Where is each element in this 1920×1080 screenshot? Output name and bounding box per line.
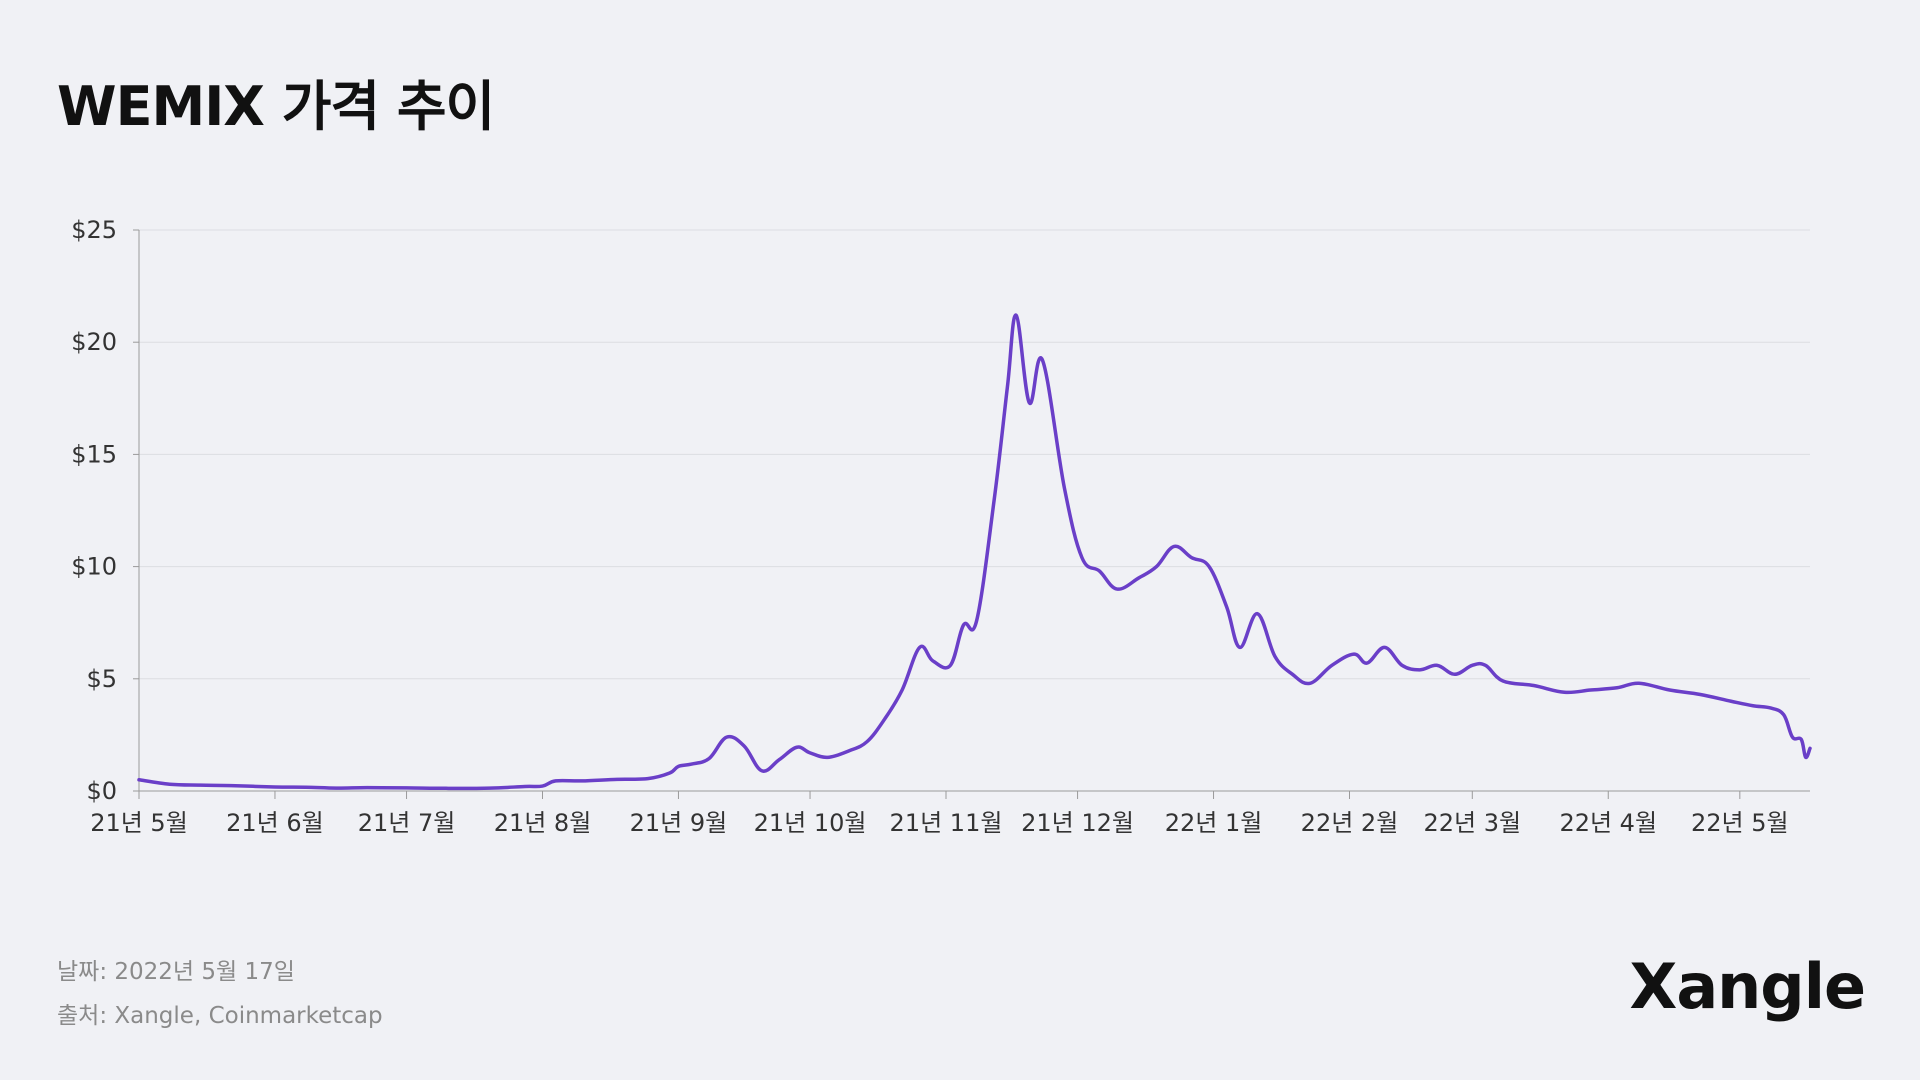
y-tick-label: $0	[86, 777, 117, 805]
y-tick-label: $5	[86, 665, 117, 693]
x-tick-label: 21년 11월	[890, 809, 1003, 837]
chart-title: WEMIX 가격 추이	[57, 75, 495, 138]
x-tick-label: 22년 3월	[1423, 809, 1521, 837]
y-tick-label: $15	[71, 440, 117, 468]
x-tick-label: 21년 9월	[630, 809, 728, 837]
x-tick-label: 21년 7월	[358, 809, 456, 837]
x-tick-label: 22년 1월	[1165, 809, 1263, 837]
price-series-line	[137, 313, 1812, 791]
x-tick-label: 21년 5월	[90, 809, 188, 837]
grid-lines	[139, 229, 1810, 680]
y-tick-label: $20	[71, 328, 117, 356]
x-tick-label: 22년 2월	[1301, 809, 1399, 837]
date-note: 날짜: 2022년 5월 17일	[57, 959, 295, 985]
x-tick-labels: 21년 5월 21년 6월 21년 7월 21년 8월 21년 9월 21년 10월 21년…	[90, 791, 1789, 837]
y-tick-label: $10	[71, 553, 117, 581]
y-tick-labels: $0 $5 $10 $15 $20 $25	[71, 216, 139, 805]
axes	[138, 230, 1810, 792]
x-tick-label: 22년 5월	[1691, 809, 1789, 837]
source-note: 출처: Xangle, Coinmarketcap	[57, 1003, 383, 1029]
brand-logo: Xangle	[1629, 950, 1866, 1023]
y-tick-label: $25	[71, 216, 117, 244]
x-tick-label: 21년 12월	[1021, 809, 1134, 837]
x-tick-label: 22년 4월	[1559, 809, 1657, 837]
x-tick-label: 21년 10월	[754, 809, 867, 837]
x-tick-label: 21년 8월	[494, 809, 592, 837]
x-tick-label: 21년 6월	[226, 809, 324, 837]
